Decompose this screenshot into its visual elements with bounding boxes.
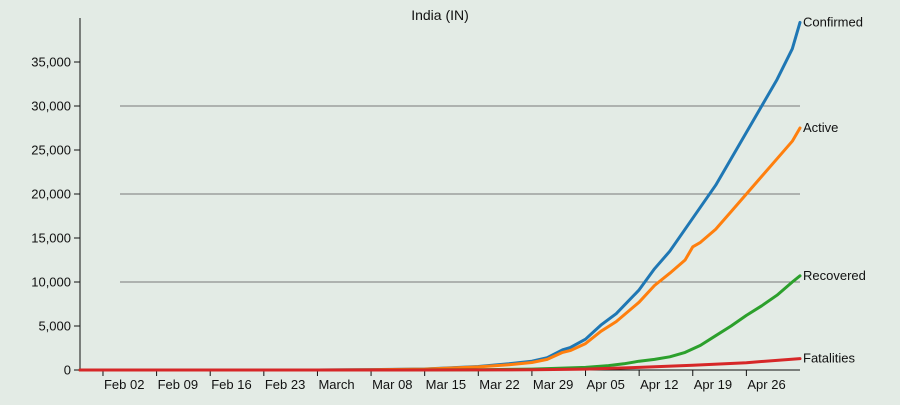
gridlines (120, 105, 800, 283)
series-label-active: Active (803, 120, 838, 135)
x-tick-label: Apr 12 (640, 377, 678, 392)
series-labels: Confirmed Active Recovered Fatalities (803, 14, 866, 365)
x-tick-label: Apr 26 (747, 377, 785, 392)
x-tick-label: Feb 02 (104, 377, 144, 392)
y-tick-label: 5,000 (38, 319, 71, 334)
y-tick-label: 15,000 (31, 231, 71, 246)
y-tick-label: 20,000 (31, 187, 71, 202)
x-tick-label: Mar 29 (533, 377, 573, 392)
y-tick-label: 35,000 (31, 55, 71, 70)
y-ticks: 0 5,000 10,000 15,000 20,000 25,000 30,000 35,0… (31, 55, 80, 378)
x-tick-label: Apr 05 (587, 377, 625, 392)
y-tick-label: 30,000 (31, 99, 71, 114)
series-line-recovered (78, 274, 802, 372)
series-label-recovered: Recovered (803, 268, 866, 283)
series-label-fatalities: Fatalities (803, 351, 856, 366)
y-tick-label: 0 (64, 363, 71, 378)
series-line-active (78, 126, 802, 372)
series-lines (78, 20, 802, 372)
x-tick-label: Apr 19 (694, 377, 732, 392)
x-tick-label: Mar 22 (479, 377, 519, 392)
x-tick-label: Feb 23 (265, 377, 305, 392)
series-line-fatalities (78, 357, 802, 372)
series-line-confirmed (78, 20, 802, 372)
x-tick-label: March (318, 377, 354, 392)
series-label-confirmed: Confirmed (803, 14, 863, 29)
x-tick-label: Feb 09 (158, 377, 198, 392)
chart-title: India (IN) (411, 7, 469, 23)
y-tick-label: 25,000 (31, 143, 71, 158)
x-tick-label: Feb 16 (211, 377, 251, 392)
x-ticks: Feb 02 Feb 09 Feb 16 Feb 23 March Mar 08 Mar 1… (102, 370, 786, 392)
x-tick-label: Mar 15 (426, 377, 466, 392)
x-tick-label: Mar 08 (372, 377, 412, 392)
y-tick-label: 10,000 (31, 275, 71, 290)
